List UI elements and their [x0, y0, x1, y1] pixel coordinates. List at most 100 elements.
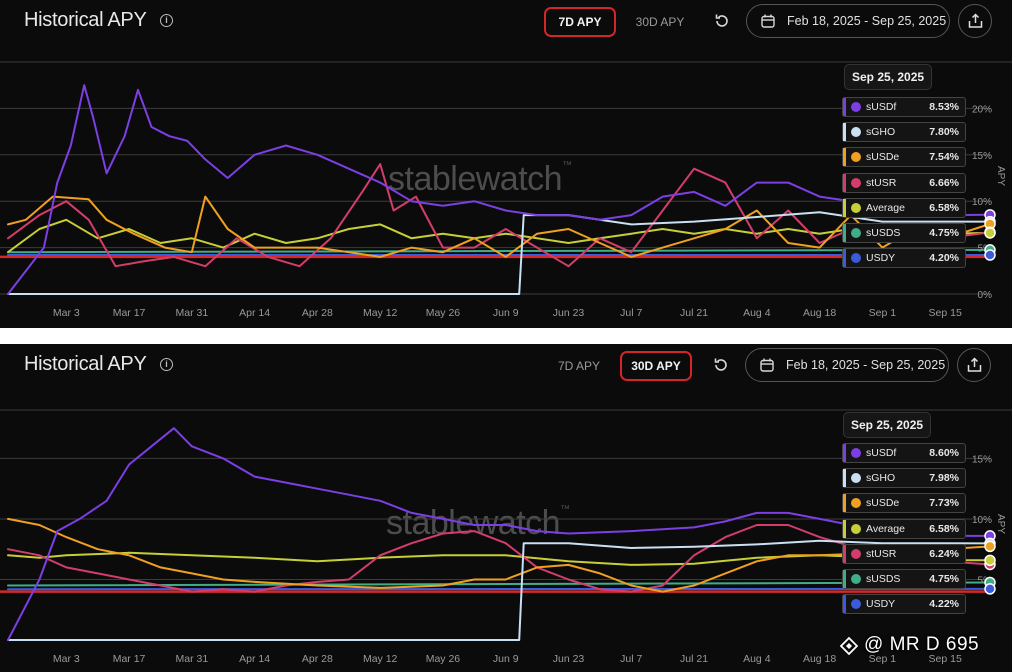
token-icon: [851, 599, 861, 610]
date-range-button[interactable]: Feb 18, 2025 - Sep 25, 2025: [745, 348, 949, 382]
series-line-susdf: [7, 84, 991, 295]
tooltip-entry-susde: sUSDe 7.54%: [842, 147, 966, 168]
tooltip-series-value: 7.54%: [929, 151, 959, 164]
tooltip-color-bar: [843, 198, 846, 217]
chart-panel-7d: Historical APY i 7D APY 30D APY Feb 18, …: [0, 0, 1012, 328]
series-line-sgho: [7, 211, 991, 295]
x-tick-label: Sep 1: [869, 653, 897, 665]
token-icon: [851, 523, 861, 534]
x-tick-label: Jul 7: [620, 307, 642, 319]
tooltip-series-value: 7.80%: [929, 126, 959, 139]
tooltip-entry-usdy: USDY 4.20%: [842, 248, 966, 269]
series-line-sgho: [7, 539, 991, 641]
tooltip-entry-susdf: sUSDf 8.60%: [842, 443, 966, 463]
watermark: stablewatch™: [386, 504, 570, 542]
tooltip-series-value: 4.20%: [929, 252, 959, 265]
tooltip-series-value: 7.98%: [929, 472, 959, 485]
tooltip-series-value: 4.75%: [929, 227, 959, 239]
toggle-7d-apy[interactable]: 7D APY: [557, 359, 601, 373]
tooltip-entry-average: Average 6.58%: [842, 197, 966, 218]
tooltip-color-bar: [843, 148, 846, 167]
tooltip-series-name: Average: [866, 522, 905, 535]
x-tick-label: Sep 1: [869, 307, 897, 319]
x-tick-label: Aug 18: [803, 307, 836, 319]
info-icon[interactable]: i: [160, 358, 173, 371]
date-range-button[interactable]: Feb 18, 2025 - Sep 25, 2025: [746, 4, 950, 38]
tooltip-entry-sgho: sGHO 7.98%: [842, 468, 966, 489]
series-line-susds: [7, 248, 991, 254]
x-tick-label: Mar 31: [176, 307, 209, 319]
x-tick-label: Mar 17: [113, 307, 146, 319]
tooltip-color-bar: [843, 123, 846, 142]
share-icon: [967, 357, 982, 372]
share-icon: [968, 13, 983, 28]
share-button[interactable]: [957, 348, 991, 382]
tooltip-color-bar: [843, 570, 846, 588]
tooltip-series-name: sUSDe: [866, 497, 900, 510]
tooltip-series-name: sUSDS: [866, 573, 901, 585]
y-axis-label: APY: [995, 514, 1006, 535]
date-range-label: Feb 18, 2025 - Sep 25, 2025: [787, 14, 947, 28]
tooltip-series-value: 6.66%: [929, 176, 959, 189]
series-line-average: [7, 218, 991, 254]
series-line-stusr: [7, 524, 991, 593]
tooltip-entry-susds: sUSDS 4.75%: [842, 223, 966, 243]
tooltip-entry-usdy: USDY 4.22%: [842, 594, 966, 615]
x-tick-label: Mar 3: [53, 307, 80, 319]
tooltip-entry-stusr: stUSR 6.24%: [842, 543, 966, 564]
share-button[interactable]: [958, 4, 992, 38]
watermark: stablewatch™: [388, 160, 572, 198]
toggle-30d-apy[interactable]: 30D APY: [620, 351, 692, 381]
token-icon: [851, 253, 861, 264]
x-tick-label: Sep 15: [929, 307, 962, 319]
toggle-30d-apy[interactable]: 30D APY: [635, 15, 685, 29]
y-tick-label: 20%: [972, 104, 992, 115]
x-tick-label: Jul 21: [680, 653, 708, 665]
token-icon: [851, 177, 861, 188]
chart-panel-30d: Historical APY i 7D APY 30D APY Feb 18, …: [0, 344, 1012, 672]
tooltip-series-name: sGHO: [866, 126, 896, 139]
tooltip-series-name: sUSDf: [866, 447, 897, 459]
x-tick-label: Mar 31: [176, 653, 209, 665]
series-end-marker-susde: [984, 540, 996, 553]
x-tick-label: Mar 3: [53, 653, 80, 665]
tooltip-color-bar: [843, 249, 846, 268]
series-end-marker-average: [984, 227, 996, 239]
series-line-susdf: [7, 427, 991, 641]
x-tick-label: Apr 14: [239, 653, 270, 665]
tooltip-color-bar: [843, 494, 846, 513]
tooltip-entry-sgho: sGHO 7.80%: [842, 122, 966, 143]
tooltip-series-value: 6.58%: [929, 522, 959, 535]
chart-title: Historical APY: [24, 9, 147, 31]
tooltip-series-name: Average: [866, 201, 905, 214]
x-tick-label: Aug 4: [743, 653, 771, 665]
watermark-logo-icon: [840, 637, 858, 655]
series-end-marker-average: [984, 554, 996, 567]
tooltip-color-bar: [843, 173, 846, 192]
token-icon: [851, 574, 861, 584]
tooltip-color-bar: [843, 469, 846, 488]
chart-title: Historical APY: [24, 353, 147, 375]
x-tick-label: Sep 15: [929, 653, 962, 665]
reset-icon[interactable]: [713, 12, 731, 30]
token-icon: [851, 498, 861, 509]
x-tick-label: Apr 28: [302, 653, 333, 665]
x-tick-label: May 26: [426, 653, 461, 665]
token-icon: [851, 202, 861, 213]
y-tick-label: 10%: [972, 515, 992, 526]
tooltip-series-name: sUSDf: [866, 101, 897, 113]
token-icon: [851, 228, 861, 238]
info-icon[interactable]: i: [160, 14, 173, 27]
tooltip-series-value: 4.22%: [929, 598, 959, 611]
reset-icon[interactable]: [712, 356, 730, 374]
x-tick-label: Apr 28: [302, 307, 333, 319]
token-icon: [851, 548, 861, 559]
series-end-marker-usdy: [984, 583, 996, 595]
toggle-7d-apy[interactable]: 7D APY: [544, 7, 616, 37]
x-tick-label: Jul 7: [620, 653, 642, 665]
y-axis-label: APY: [995, 166, 1006, 187]
token-icon: [851, 127, 861, 138]
tooltip-entry-stusr: stUSR 6.66%: [842, 172, 966, 193]
token-icon: [851, 448, 861, 458]
tooltip-series-name: USDY: [866, 598, 896, 611]
